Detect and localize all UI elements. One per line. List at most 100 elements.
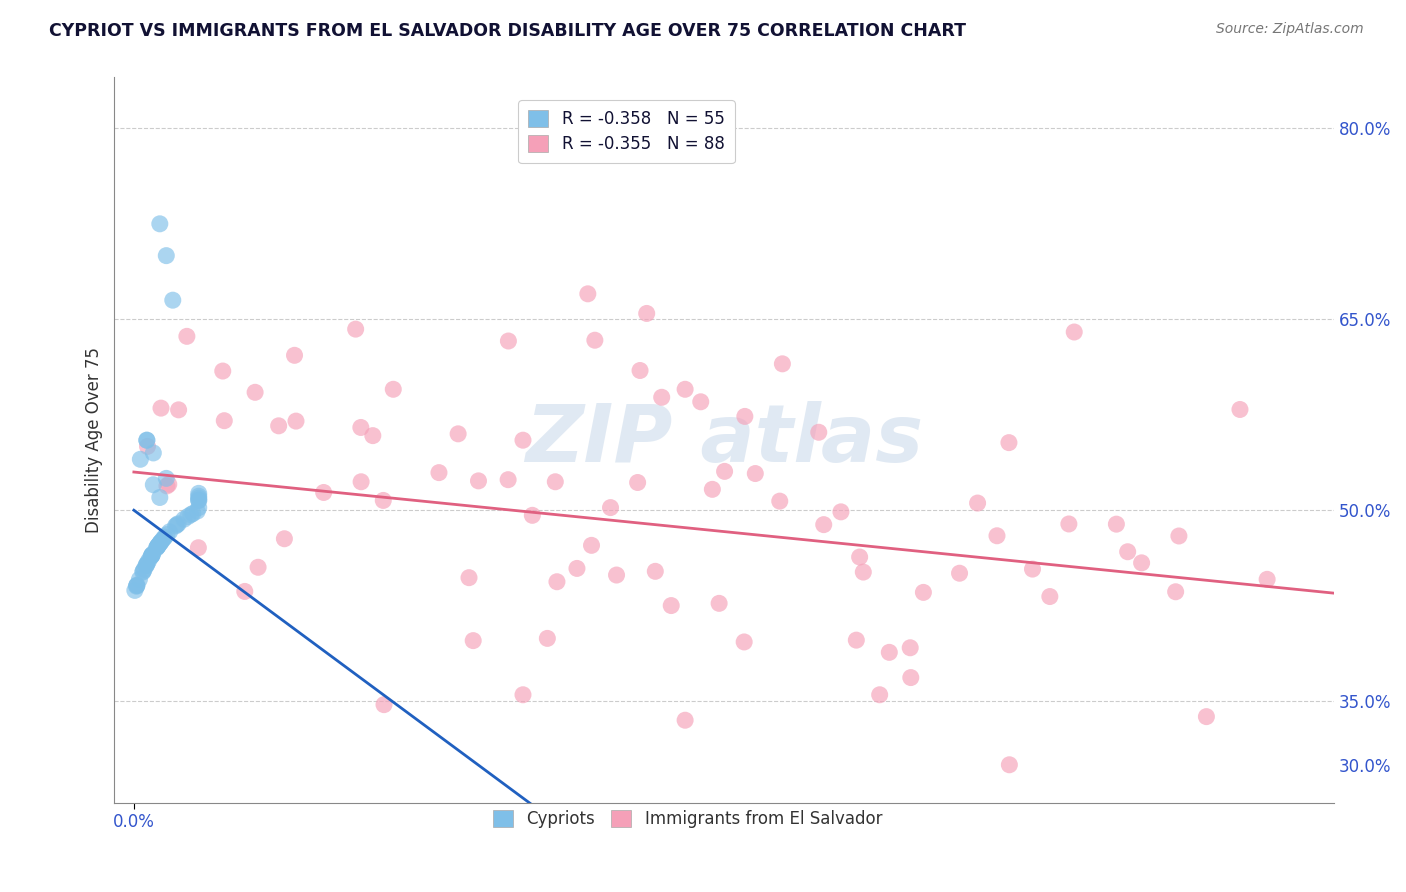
- Point: [869, 688, 891, 702]
- Point: [986, 529, 1008, 543]
- Point: [187, 486, 209, 500]
- Point: [1164, 584, 1187, 599]
- Point: [283, 348, 305, 362]
- Point: [157, 477, 180, 491]
- Point: [659, 599, 682, 613]
- Point: [139, 549, 162, 564]
- Point: [544, 475, 567, 489]
- Point: [146, 539, 169, 553]
- Point: [149, 217, 172, 231]
- Point: [498, 334, 520, 348]
- Point: [135, 433, 157, 447]
- Point: [830, 505, 852, 519]
- Point: [136, 557, 159, 571]
- Point: [1229, 402, 1251, 417]
- Point: [512, 433, 534, 447]
- Point: [162, 293, 184, 308]
- Point: [948, 566, 970, 581]
- Point: [141, 548, 163, 562]
- Point: [627, 475, 650, 490]
- Point: [150, 401, 173, 416]
- Point: [187, 493, 209, 508]
- Point: [496, 473, 519, 487]
- Point: [583, 333, 606, 347]
- Point: [233, 584, 256, 599]
- Point: [733, 635, 755, 649]
- Point: [125, 579, 148, 593]
- Text: Source: ZipAtlas.com: Source: ZipAtlas.com: [1216, 22, 1364, 37]
- Point: [149, 536, 172, 550]
- Point: [153, 530, 176, 544]
- Point: [173, 512, 195, 526]
- Point: [149, 535, 172, 549]
- Point: [673, 713, 696, 727]
- Point: [165, 519, 187, 533]
- Point: [879, 645, 901, 659]
- Point: [146, 540, 169, 554]
- Point: [565, 561, 588, 575]
- Point: [159, 524, 181, 539]
- Point: [382, 382, 405, 396]
- Point: [155, 249, 177, 263]
- Point: [141, 548, 163, 562]
- Point: [167, 402, 190, 417]
- Point: [146, 540, 169, 554]
- Point: [136, 439, 159, 453]
- Point: [187, 493, 209, 508]
- Point: [734, 409, 756, 424]
- Point: [1256, 572, 1278, 586]
- Point: [599, 500, 621, 515]
- Point: [651, 390, 673, 404]
- Point: [845, 633, 868, 648]
- Point: [177, 509, 200, 524]
- Point: [350, 475, 373, 489]
- Point: [707, 596, 730, 610]
- Text: CYPRIOT VS IMMIGRANTS FROM EL SALVADOR DISABILITY AGE OVER 75 CORRELATION CHART: CYPRIOT VS IMMIGRANTS FROM EL SALVADOR D…: [49, 22, 966, 40]
- Point: [1130, 556, 1153, 570]
- Legend: Cypriots, Immigrants from El Salvador: Cypriots, Immigrants from El Salvador: [486, 803, 889, 835]
- Point: [467, 474, 489, 488]
- Point: [148, 538, 170, 552]
- Point: [361, 428, 384, 442]
- Point: [546, 574, 568, 589]
- Point: [447, 426, 470, 441]
- Point: [966, 496, 988, 510]
- Point: [142, 446, 165, 460]
- Point: [125, 579, 148, 593]
- Point: [138, 554, 160, 568]
- Point: [350, 420, 373, 434]
- Point: [132, 562, 155, 576]
- Point: [141, 547, 163, 561]
- Point: [156, 479, 179, 493]
- Point: [373, 698, 395, 712]
- Point: [848, 549, 870, 564]
- Point: [744, 467, 766, 481]
- Point: [141, 549, 163, 563]
- Point: [128, 573, 150, 587]
- Point: [285, 414, 308, 428]
- Point: [689, 394, 711, 409]
- Point: [214, 414, 236, 428]
- Point: [1116, 545, 1139, 559]
- Point: [770, 357, 793, 371]
- Point: [211, 364, 233, 378]
- Point: [155, 471, 177, 485]
- Point: [176, 329, 198, 343]
- Point: [267, 418, 290, 433]
- Point: [536, 632, 558, 646]
- Point: [135, 558, 157, 572]
- Point: [132, 564, 155, 578]
- Point: [898, 640, 921, 655]
- Point: [702, 483, 724, 497]
- Point: [373, 493, 395, 508]
- Point: [243, 385, 266, 400]
- Point: [807, 425, 830, 440]
- Point: [312, 485, 335, 500]
- Point: [187, 541, 209, 555]
- Text: ZIP atlas: ZIP atlas: [524, 401, 924, 479]
- Point: [912, 585, 935, 599]
- Point: [180, 508, 202, 522]
- Point: [998, 435, 1021, 450]
- Point: [813, 517, 835, 532]
- Point: [606, 568, 628, 582]
